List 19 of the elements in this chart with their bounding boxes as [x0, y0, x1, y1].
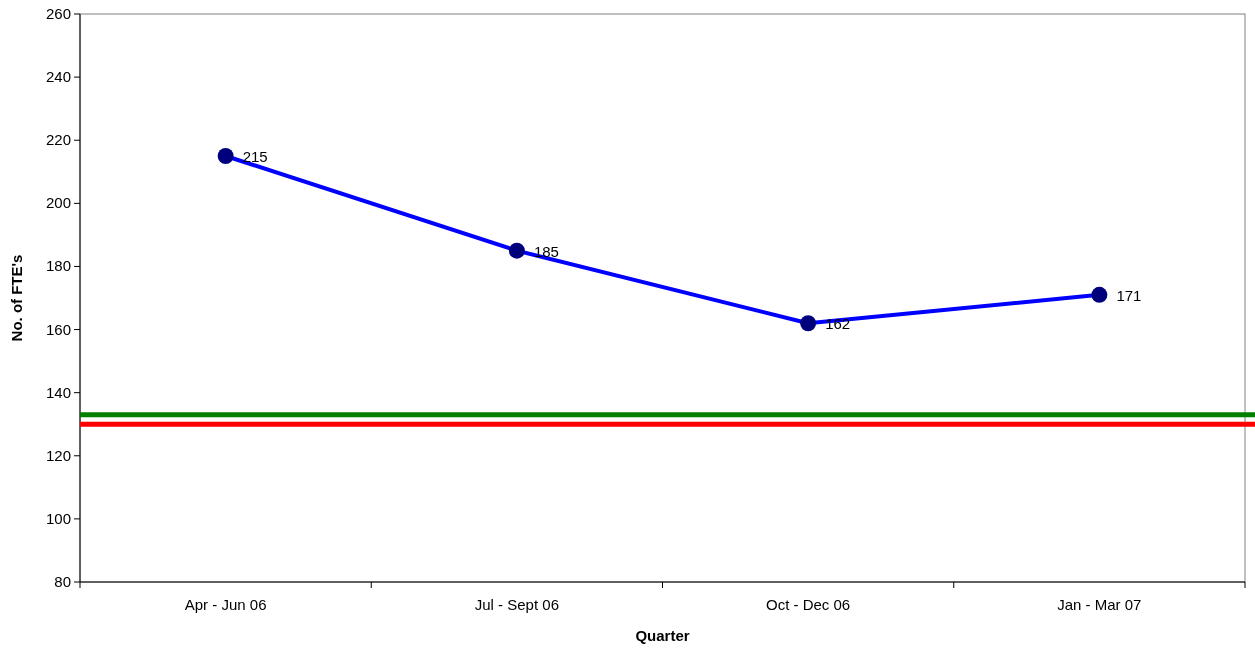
- y-tick-label: 240: [45, 68, 71, 86]
- data-label: 185: [533, 242, 559, 260]
- y-tick-label: 80: [54, 573, 71, 590]
- data-label: 171: [1116, 286, 1142, 304]
- x-tick-label: Apr - Jun 06: [184, 596, 267, 613]
- y-tick-label: 220: [45, 131, 71, 149]
- y-tick-label: 140: [45, 383, 71, 401]
- y-tick-label: 260: [45, 5, 71, 22]
- y-tick-label: 100: [45, 509, 71, 527]
- y-tick-label: 180: [45, 257, 71, 275]
- y-axis-title: No. of FTE's: [8, 254, 25, 342]
- y-tick-label: 160: [45, 320, 71, 338]
- y-tick-label: 200: [45, 194, 71, 212]
- x-tick-label: Jan - Mar 07: [1057, 596, 1142, 613]
- x-tick-label: Oct - Dec 06: [766, 596, 851, 613]
- x-axis-title: Quarter: [635, 627, 690, 644]
- data-label: 215: [242, 148, 268, 165]
- x-tick-label: Jul - Sept 06: [474, 596, 559, 613]
- y-tick-label: 120: [45, 446, 71, 464]
